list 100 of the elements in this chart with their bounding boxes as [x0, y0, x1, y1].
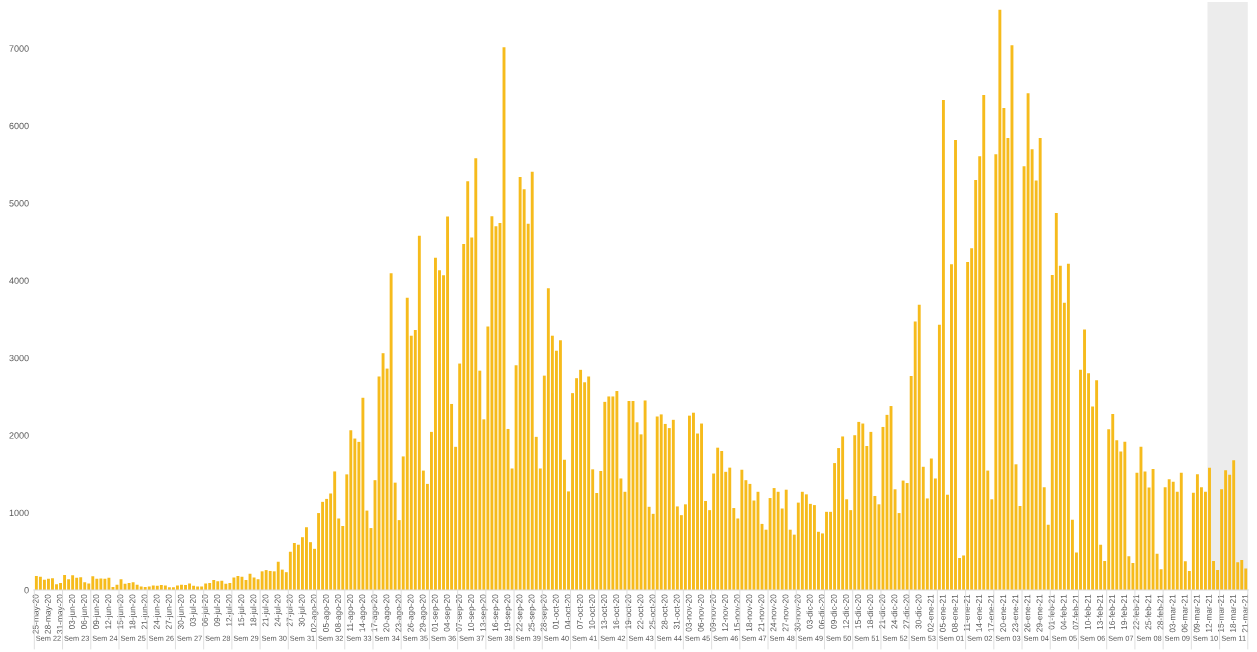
x-tick-label: 09-mar-21 — [1193, 594, 1200, 633]
x-tick-label: 10-sep-20 — [468, 594, 476, 632]
bar — [998, 9, 1002, 591]
bar — [716, 447, 720, 591]
x-tick-label: 06-mar-21 — [1181, 594, 1188, 633]
x-tick-label: 21-nov-20 — [758, 594, 765, 632]
x-tick-label: 15-nov-20 — [734, 594, 741, 632]
y-tick-label: 5000 — [9, 200, 29, 207]
bar — [260, 571, 264, 591]
x-tick-label: 09-nov-20 — [709, 594, 716, 632]
bar — [34, 575, 38, 591]
bar — [615, 391, 619, 591]
x-tick-label: 24-jun-20 — [153, 594, 162, 630]
bar — [434, 257, 437, 591]
bar — [361, 397, 365, 591]
bar — [333, 471, 337, 591]
bar — [841, 436, 845, 591]
x-tick-label: 27-dic-20 — [903, 594, 910, 629]
x-tick-label: 03-nov-20 — [685, 594, 692, 632]
bar — [655, 416, 659, 591]
bar — [728, 467, 732, 591]
y-tick-label: 3000 — [9, 354, 29, 362]
x-tick-label: 30-jul-20 — [298, 594, 307, 627]
x-tick-label: 27-nov-20 — [782, 594, 789, 632]
bar — [1224, 470, 1228, 591]
bar — [1208, 467, 1211, 591]
x-tick-label: 11-ene-21 — [963, 594, 970, 631]
bar — [151, 585, 155, 591]
x-tick-label: 21-jul-20 — [262, 594, 271, 627]
x-tick-label: 14-ene-21 — [976, 594, 982, 632]
bar — [188, 583, 191, 591]
bar — [869, 431, 873, 591]
bar — [941, 100, 945, 591]
x-tick-label: 07-sep-20 — [455, 594, 464, 632]
x-tick-label: 25-sep-20 — [528, 594, 537, 632]
x-tick-label: 18-dic-20 — [866, 594, 874, 629]
x-tick-label: 13-oct-20 — [601, 594, 608, 629]
x-tick-label: 28-may-20 — [44, 594, 53, 634]
x-tick-label: 03-jun-20 — [68, 594, 77, 630]
x-tick-label: 19-feb-21 — [1120, 594, 1128, 630]
x-tick-label: 17-ago-20 — [371, 594, 379, 632]
bar — [216, 581, 220, 591]
bar — [204, 583, 208, 591]
x-tick-label: 06-jul-20 — [201, 594, 210, 627]
x-tick-label: 31-oct-20 — [673, 594, 680, 630]
x-tick-label: 22-feb-21 — [1133, 594, 1140, 630]
bar — [643, 400, 647, 591]
bar — [1195, 474, 1199, 591]
x-tick-label: 29-ene-21 — [1036, 594, 1043, 632]
bar — [446, 216, 450, 591]
bar — [1026, 93, 1030, 591]
x-tick-label: 03-dic-20 — [806, 594, 813, 629]
bar — [518, 177, 522, 591]
x-tick-label: 15-jun-20 — [117, 594, 125, 629]
x-tick-label: 20-ene-21 — [1000, 594, 1007, 632]
x-tick-label: 25-oct-20 — [649, 594, 656, 630]
x-tick-label: 05-ago-20 — [322, 594, 331, 632]
bar — [812, 505, 816, 591]
x-tick-label: 25-may-20 — [32, 594, 41, 634]
bar — [558, 340, 562, 591]
bar — [861, 423, 865, 591]
x-tick-label: 06-dic-20 — [818, 594, 825, 629]
x-tick-label: 22-oct-20 — [637, 594, 644, 630]
bar — [236, 575, 240, 591]
bar — [776, 491, 780, 591]
x-tick-label: 12-dic-20 — [842, 594, 849, 629]
bar — [1066, 263, 1070, 591]
y-tick-label: 0 — [24, 587, 29, 594]
bar — [800, 491, 804, 591]
x-tick-label: 06-jun-20 — [80, 594, 89, 630]
bar — [163, 585, 167, 591]
bar — [490, 216, 494, 591]
x-tick-label: 21-dic-20 — [879, 594, 886, 629]
bar — [1123, 441, 1127, 591]
bar — [127, 583, 131, 591]
x-tick-label: 15-jul-20 — [238, 594, 246, 627]
bar — [1095, 380, 1099, 591]
bar — [38, 576, 42, 591]
x-tick-label: 09-jun-20 — [92, 594, 101, 630]
bar — [700, 423, 703, 591]
bar — [292, 543, 296, 591]
x-tick-label: 02-ago-20 — [310, 594, 319, 632]
x-tick-label: 10-feb-21 — [1084, 594, 1091, 630]
x-tick-label: 12-jun-20 — [105, 594, 113, 629]
y-tick-label: 6000 — [9, 122, 29, 130]
bar — [305, 527, 308, 591]
x-tick-label: 14-ago-20 — [359, 594, 367, 632]
bar — [1179, 472, 1183, 591]
bar — [917, 304, 921, 591]
bar — [67, 579, 71, 591]
bar — [252, 577, 256, 591]
x-tick-label: 28-oct-20 — [661, 594, 668, 630]
x-tick-label: 01-sep-20 — [431, 594, 440, 632]
bar — [1054, 212, 1058, 591]
bar — [349, 430, 353, 591]
bar — [405, 297, 409, 591]
x-tick-label: 16-feb-21 — [1108, 594, 1115, 630]
x-tick-label: 28-feb-21 — [1157, 594, 1164, 630]
x-tick-label: 27-jun-20 — [165, 594, 174, 630]
x-tick-label: 02-ene-21 — [927, 594, 934, 632]
